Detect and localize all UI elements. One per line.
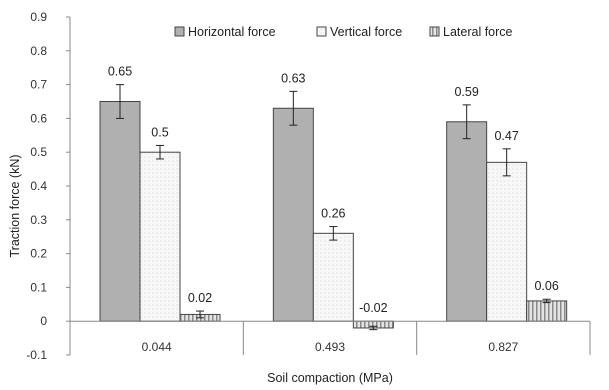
- y-tick-label: -0.1: [26, 348, 47, 362]
- x-axis-title: Soil compaction (MPa): [267, 371, 393, 385]
- data-label: -0.02: [359, 301, 388, 315]
- y-tick-label: 0.1: [30, 280, 47, 294]
- data-labels: 0.65 0.63 0.59 0.5 0.26 0.47 0.02 -0.02 0.06: [108, 65, 559, 316]
- y-axis-ticks: -0.1 0 0.1 0.2 0.3 0.4 0.5 0.6 0.7 0.8 0.9: [26, 10, 70, 362]
- data-label: 0.65: [108, 65, 132, 79]
- legend-swatch: [174, 26, 185, 37]
- bar: [446, 121, 488, 322]
- data-label: 0.47: [494, 129, 518, 143]
- y-axis-title: Traction force (kN): [8, 154, 22, 257]
- x-tick-label: 0.827: [488, 340, 518, 354]
- y-tick-label: 0.6: [30, 111, 47, 125]
- x-tick-label: 0.493: [315, 340, 345, 354]
- bar: [526, 300, 568, 322]
- y-tick-label: 0.2: [30, 247, 47, 261]
- legend-label: Vertical force: [330, 25, 402, 39]
- data-label: 0.02: [188, 291, 212, 305]
- y-tick-label: 0: [40, 314, 47, 328]
- bar: [312, 232, 354, 322]
- legend-swatch: [429, 26, 440, 37]
- data-label: 0.5: [151, 125, 168, 139]
- legend-label: Lateral force: [443, 25, 513, 39]
- legend-swatch: [316, 26, 327, 37]
- y-tick-label: 0.8: [30, 44, 47, 58]
- y-tick-label: 0.4: [30, 179, 47, 193]
- x-axis-ticks: 0.044 0.493 0.827: [69, 321, 591, 355]
- data-label: 0.63: [281, 71, 305, 85]
- legend: Horizontal force Vertical force Lateral fo…: [174, 25, 513, 39]
- bar: [139, 151, 181, 322]
- legend-label: Horizontal force: [188, 25, 276, 39]
- y-tick-label: 0.3: [30, 213, 47, 227]
- data-label: 0.26: [321, 207, 345, 221]
- data-label: 0.06: [534, 279, 558, 293]
- data-label: 0.59: [454, 85, 478, 99]
- y-tick-label: 0.5: [30, 145, 47, 159]
- bar: [272, 107, 314, 322]
- bar: [486, 161, 528, 322]
- error-bars: [116, 84, 551, 331]
- bar: [99, 101, 141, 322]
- y-tick-label: 0.7: [30, 78, 47, 92]
- bars: [99, 101, 568, 329]
- y-tick-label: 0.9: [30, 10, 47, 24]
- x-tick-label: 0.044: [142, 340, 172, 354]
